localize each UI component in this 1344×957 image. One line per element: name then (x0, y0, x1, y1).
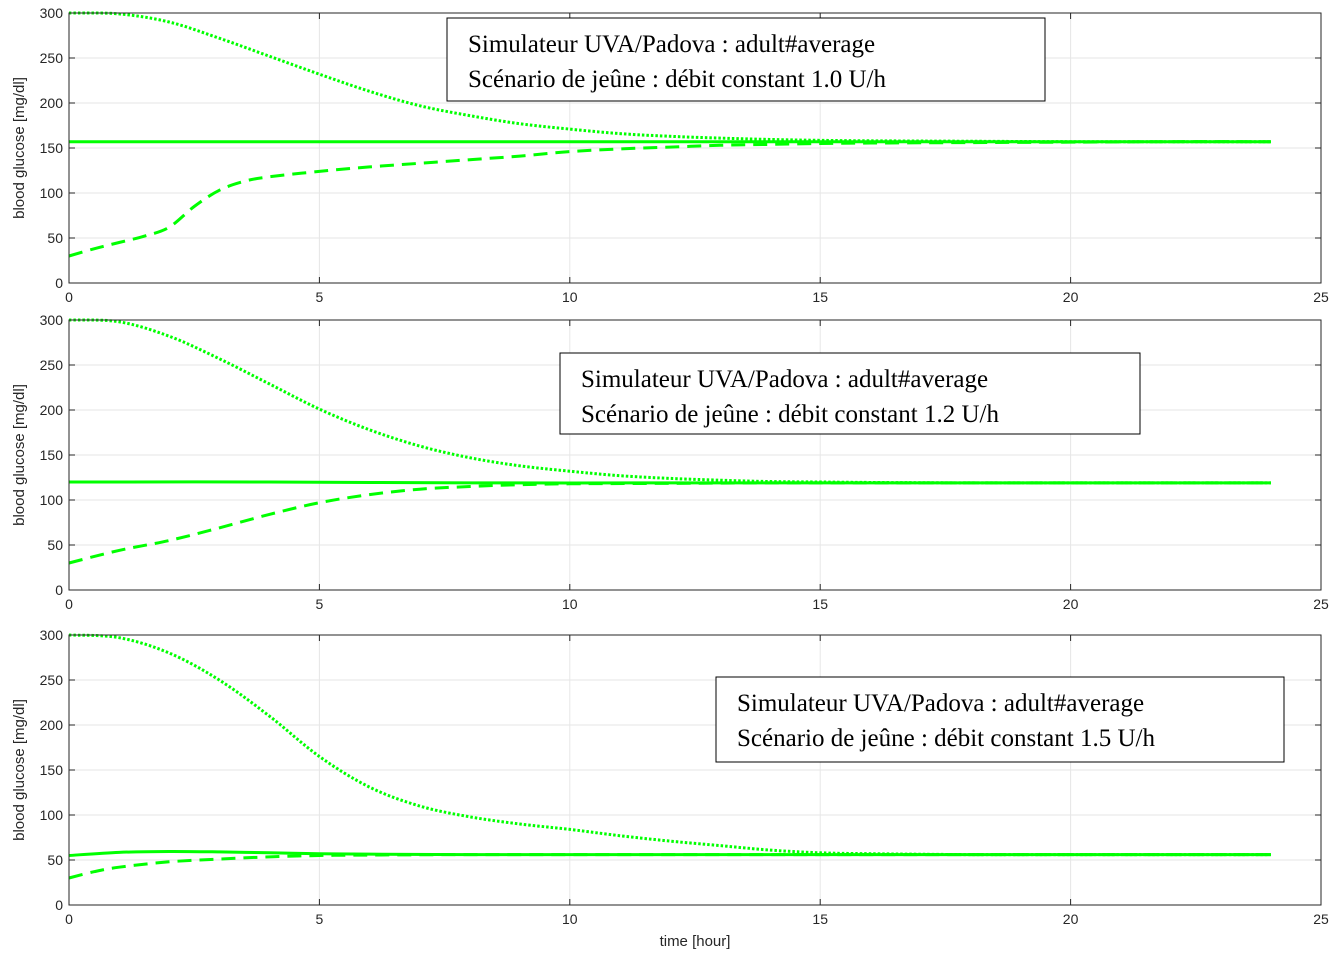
y-tick-label: 300 (40, 627, 64, 643)
x-tick-label: 15 (812, 911, 828, 927)
x-tick-label: 15 (812, 289, 828, 305)
annotation-line: Scénario de jeûne : débit constant 1.2 U… (581, 401, 999, 428)
x-tick-label: 20 (1063, 911, 1079, 927)
annotation-line: Scénario de jeûne : débit constant 1.0 U… (468, 66, 886, 93)
y-tick-label: 200 (40, 717, 64, 733)
series-line-dotted (68, 633, 1271, 857)
annotation-frame (446, 17, 1046, 102)
y-tick-label: 50 (47, 852, 63, 868)
y-tick-label: 150 (40, 447, 64, 463)
y-axis-label: blood glucose [mg/dl] (11, 384, 28, 526)
y-tick-label: 0 (55, 582, 63, 598)
annotation-box: Simulateur UVA/Padova : adult#average Scé… (559, 352, 1141, 435)
y-tick-label: 50 (47, 230, 63, 246)
x-tick-label: 25 (1313, 289, 1329, 305)
x-tick-label: 20 (1063, 289, 1079, 305)
x-tick-label: 20 (1063, 596, 1079, 612)
y-tick-label: 0 (55, 275, 63, 291)
annotation-frame (559, 352, 1141, 435)
x-tick-label: 5 (316, 289, 324, 305)
x-tick-label: 10 (562, 596, 578, 612)
y-tick-label: 100 (40, 492, 64, 508)
annotation-box: Simulateur UVA/Padova : adult#average Scé… (715, 676, 1285, 763)
y-tick-label: 250 (40, 357, 64, 373)
y-tick-label: 150 (40, 140, 64, 156)
x-tick-label: 0 (65, 289, 73, 305)
y-tick-label: 300 (40, 5, 64, 21)
y-tick-label: 200 (40, 402, 64, 418)
annotation-line: Scénario de jeûne : débit constant 1.5 U… (737, 725, 1155, 752)
y-tick-label: 150 (40, 762, 64, 778)
x-tick-label: 0 (65, 911, 73, 927)
series-line-dashed (68, 481, 1271, 565)
y-tick-label: 200 (40, 95, 64, 111)
x-axis-label: time [hour] (660, 933, 731, 950)
annotation-box: Simulateur UVA/Padova : adult#average Scé… (446, 17, 1046, 102)
x-tick-label: 5 (316, 911, 324, 927)
y-tick-label: 250 (40, 50, 64, 66)
y-tick-label: 100 (40, 807, 64, 823)
y-tick-label: 300 (40, 312, 64, 328)
x-tick-label: 0 (65, 596, 73, 612)
x-tick-label: 25 (1313, 911, 1329, 927)
annotation-line: Simulateur UVA/Padova : adult#average (468, 31, 875, 58)
annotation-frame (715, 676, 1285, 763)
x-tick-label: 10 (562, 911, 578, 927)
x-tick-label: 25 (1313, 596, 1329, 612)
x-tick-label: 5 (316, 596, 324, 612)
y-tick-label: 0 (55, 897, 63, 913)
x-tick-label: 15 (812, 596, 828, 612)
annotation-line: Simulateur UVA/Padova : adult#average (581, 366, 988, 393)
series-line-dashed (68, 140, 1271, 258)
y-axis-label: blood glucose [mg/dl] (11, 77, 28, 219)
y-tick-label: 250 (40, 672, 64, 688)
x-tick-label: 10 (562, 289, 578, 305)
y-tick-label: 100 (40, 185, 64, 201)
y-tick-label: 50 (47, 537, 63, 553)
annotation-line: Simulateur UVA/Padova : adult#average (737, 690, 1144, 717)
series-line-solid (68, 480, 1271, 485)
y-axis-label: blood glucose [mg/dl] (11, 699, 28, 841)
